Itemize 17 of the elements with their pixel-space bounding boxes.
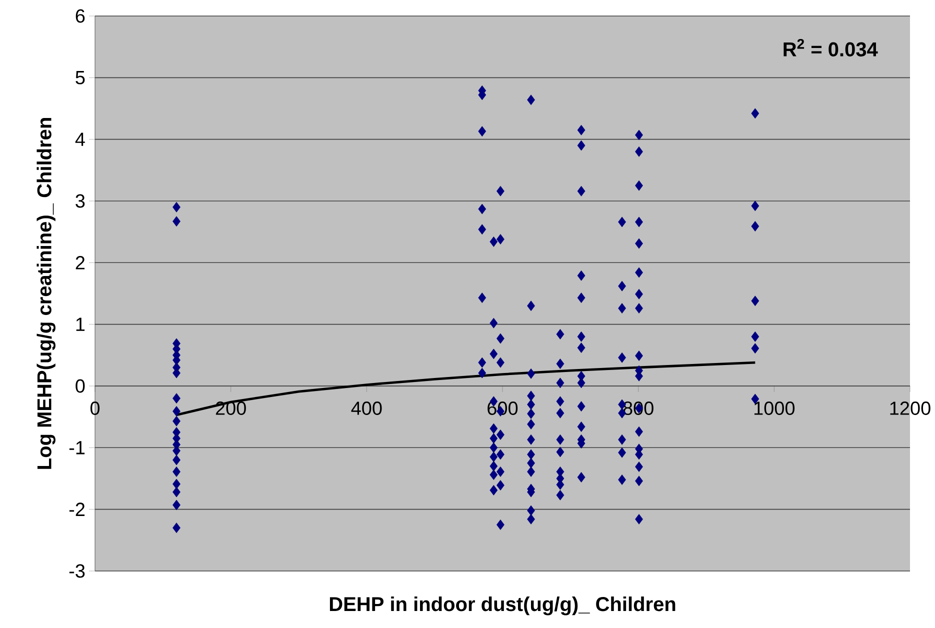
y-tick-label: 3 — [76, 194, 85, 208]
y-tick-label: -1 — [69, 441, 85, 454]
x-tick-label: 400 — [351, 402, 382, 415]
y-tick-label: 1 — [76, 318, 85, 331]
y-tick-label: 5 — [76, 71, 85, 84]
y-tick-label: 2 — [76, 256, 85, 270]
y-tick-label: -2 — [69, 502, 85, 516]
x-axis-title: DEHP in indoor dust(ug/g)_ Children — [330, 596, 676, 616]
y-axis-title: Log MEHP(ug/g creatinine)_ Children — [36, 118, 56, 469]
y-tick-label: 4 — [75, 132, 85, 146]
x-tick-label: 1200 — [890, 402, 930, 415]
y-tick-label: -3 — [69, 564, 85, 578]
text: R$^{2}$ = 0.034 — [784, 38, 878, 56]
y-tick-label: 0 — [76, 379, 85, 393]
x-tick-label: 0 — [90, 402, 100, 415]
y-tick-label: 6 — [76, 9, 85, 23]
x-tick-label: 1000 — [754, 402, 795, 415]
